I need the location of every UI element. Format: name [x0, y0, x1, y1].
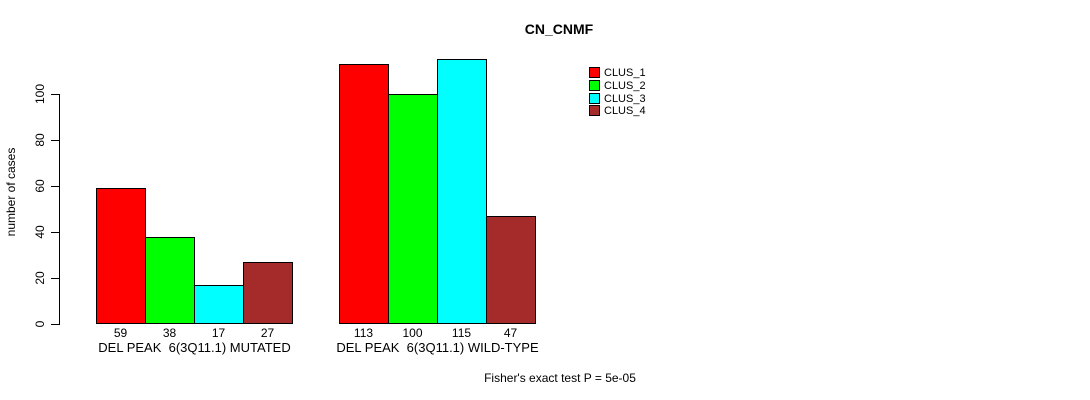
bar-clus_2-group1	[145, 237, 195, 324]
group-label: DEL PEAK 6(3Q11.1) MUTATED	[98, 340, 291, 355]
group-label: DEL PEAK 6(3Q11.1) WILD-TYPE	[336, 340, 539, 355]
y-axis-tick-label: 40	[33, 225, 47, 239]
bar-value-label: 27	[260, 326, 275, 340]
y-axis-tick	[51, 324, 59, 325]
y-axis-tick	[51, 232, 59, 233]
y-axis-tick	[51, 140, 59, 141]
bar-value-label: 113	[353, 326, 374, 340]
y-axis-line	[59, 94, 60, 325]
bar-value-label: 38	[162, 326, 177, 340]
y-axis-tick-label: 60	[33, 179, 47, 193]
y-axis-tick-label: 0	[33, 320, 47, 328]
y-axis-tick	[51, 278, 59, 279]
bar-clus_2-group2	[388, 94, 438, 324]
legend-label-clus_1: CLUS_1	[604, 67, 646, 79]
bar-value-label: 59	[113, 326, 128, 340]
fisher-test-annotation: Fisher's exact test P = 5e-05	[484, 371, 636, 385]
bar-clus_1-group1	[96, 188, 146, 324]
bar-clus_1-group2	[339, 64, 389, 324]
chart-title: CN_CNMF	[524, 21, 594, 37]
y-axis-tick-label: 80	[33, 133, 47, 147]
legend-swatch-clus_2	[589, 79, 600, 91]
bar-clus_3-group1	[194, 285, 244, 324]
y-axis-tick-label: 100	[33, 83, 47, 105]
y-axis-tick	[51, 186, 59, 187]
bar-clus_4-group1	[243, 262, 293, 324]
legend-swatch-clus_1	[589, 67, 600, 78]
legend-swatch-clus_3	[589, 92, 600, 104]
bar-value-label: 47	[503, 326, 518, 340]
y-axis-label: number of cases	[4, 147, 18, 237]
legend-label-clus_4: CLUS_4	[604, 105, 646, 118]
bar-clus_4-group2	[486, 216, 536, 324]
y-axis-tick-label: 20	[33, 271, 47, 285]
bar-value-label: 115	[451, 326, 472, 340]
legend-label-clus_3: CLUS_3	[604, 92, 646, 105]
y-axis-tick	[51, 94, 59, 95]
legend-swatch-clus_4	[589, 105, 600, 117]
bar-value-label: 100	[402, 326, 423, 340]
bar-clus_3-group2	[437, 59, 487, 324]
bar-value-label: 17	[211, 326, 226, 340]
legend-label-clus_2: CLUS_2	[604, 79, 646, 92]
